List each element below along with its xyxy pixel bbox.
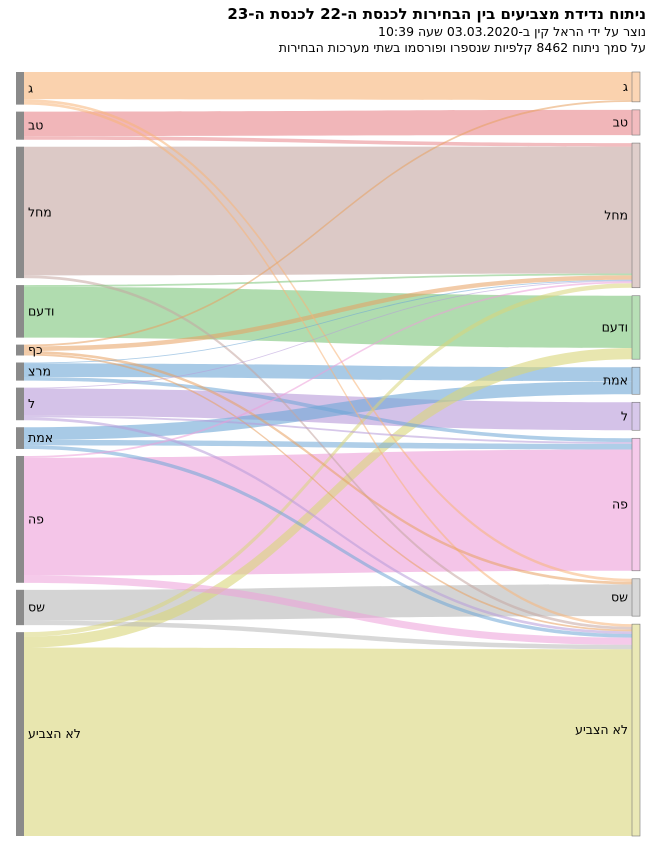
flow-mrz22-to-pe23 <box>24 376 632 442</box>
flow-shs22-to-na23 <box>24 620 632 650</box>
flow-kf22-to-mhl23 <box>24 275 632 351</box>
right-node-tb23 <box>631 109 641 136</box>
flow-pe22-to-mhl23 <box>24 281 632 458</box>
sankey-nodes: ג טב מחל ודעם כף מרצ ל אמת פה שס לא הצביע ג טב מחל ודע… <box>16 71 641 837</box>
left-node-mrz22 <box>16 362 24 381</box>
flow-l22-to-na23 <box>24 417 632 635</box>
left-node-label: ל <box>28 396 35 411</box>
left-node-wd22 <box>16 285 24 338</box>
flow-g22-to-na23 <box>24 101 632 627</box>
flow-na22-to-mhl23 <box>24 283 632 637</box>
flow-wd22-to-wd23 <box>24 286 632 348</box>
flow-mhl22-to-mhl23 <box>24 146 632 276</box>
flow-pe22-to-pe23 <box>24 449 632 576</box>
chart-header: ניתוח נדידת מצביעים בין הבחירות לכנסת ה-… <box>6 4 646 56</box>
right-node-label: מחל <box>604 207 628 222</box>
right-node-label: ל <box>621 408 628 423</box>
left-node-label: ג <box>28 80 33 95</box>
left-node-label: טב <box>28 118 43 133</box>
right-node-label: פה <box>612 497 628 512</box>
left-node-label: ודעם <box>28 303 54 318</box>
chart-title: ניתוח נדידת מצביעים בין הבחירות לכנסת ה-… <box>227 5 646 23</box>
right-node-emt23 <box>631 366 641 395</box>
left-node-label: כף <box>28 342 43 357</box>
flow-g22-to-shs23 <box>24 99 632 582</box>
flow-tb22-to-tb23 <box>24 109 632 137</box>
flow-kf22-to-g23 <box>24 100 632 347</box>
left-node-g22 <box>16 72 24 105</box>
right-node-pe23 <box>631 437 641 572</box>
left-node-na22 <box>16 632 24 836</box>
flow-mhl22-to-na23 <box>24 275 632 630</box>
left-node-pe22 <box>16 455 24 583</box>
left-node-emt22 <box>16 427 24 449</box>
left-node-kf22 <box>16 344 24 356</box>
right-node-wd23 <box>631 295 641 360</box>
left-node-mhl22 <box>16 146 24 279</box>
right-node-label: ודעם <box>602 319 628 334</box>
left-node-label: לא הצביע <box>28 726 81 741</box>
flow-emt22-to-na23 <box>24 445 632 638</box>
right-node-l23 <box>631 401 641 431</box>
flow-kf22-to-na23 <box>24 353 632 632</box>
flow-l22-to-mhl23 <box>24 280 632 389</box>
right-node-g23 <box>631 71 641 103</box>
flow-na22-to-wd23 <box>24 348 632 648</box>
flow-g22-to-g23 <box>24 72 632 100</box>
flow-l22-to-pe23 <box>24 415 632 444</box>
right-node-label: אמת <box>603 373 628 388</box>
right-node-label: ג <box>623 79 628 94</box>
chart-subtitle-author: נוצר על ידי הראל קין ב-03.03.2020 שעה 10… <box>378 24 646 39</box>
right-node-na23 <box>631 623 641 837</box>
left-node-label: אמת <box>28 430 53 445</box>
right-node-label: שס <box>611 589 628 604</box>
right-node-label: לא הצביע <box>575 722 628 737</box>
flow-tb22-to-mhl23 <box>24 136 632 147</box>
left-node-l22 <box>16 387 24 421</box>
right-node-mhl23 <box>631 142 641 289</box>
flow-kf22-to-shs23 <box>24 350 632 585</box>
left-node-label: פה <box>28 511 44 526</box>
left-node-label: מרצ <box>28 364 51 379</box>
right-node-label: טב <box>613 114 628 129</box>
flow-na22-to-na23 <box>24 647 632 836</box>
left-node-label: מחל <box>28 204 52 219</box>
flow-wd22-to-mhl23 <box>24 273 632 287</box>
left-node-label: שס <box>28 599 45 614</box>
flow-mrz22-to-mhl23 <box>24 279 632 364</box>
sankey-links <box>24 72 632 836</box>
left-node-shs22 <box>16 589 24 626</box>
flow-pe22-to-na23 <box>24 575 632 645</box>
chart-subtitle-source: על סמך ניתוח 8462 קלפיות שנספרו ופורסמו … <box>278 40 646 55</box>
left-node-tb22 <box>16 111 24 140</box>
right-node-shs23 <box>631 578 641 617</box>
